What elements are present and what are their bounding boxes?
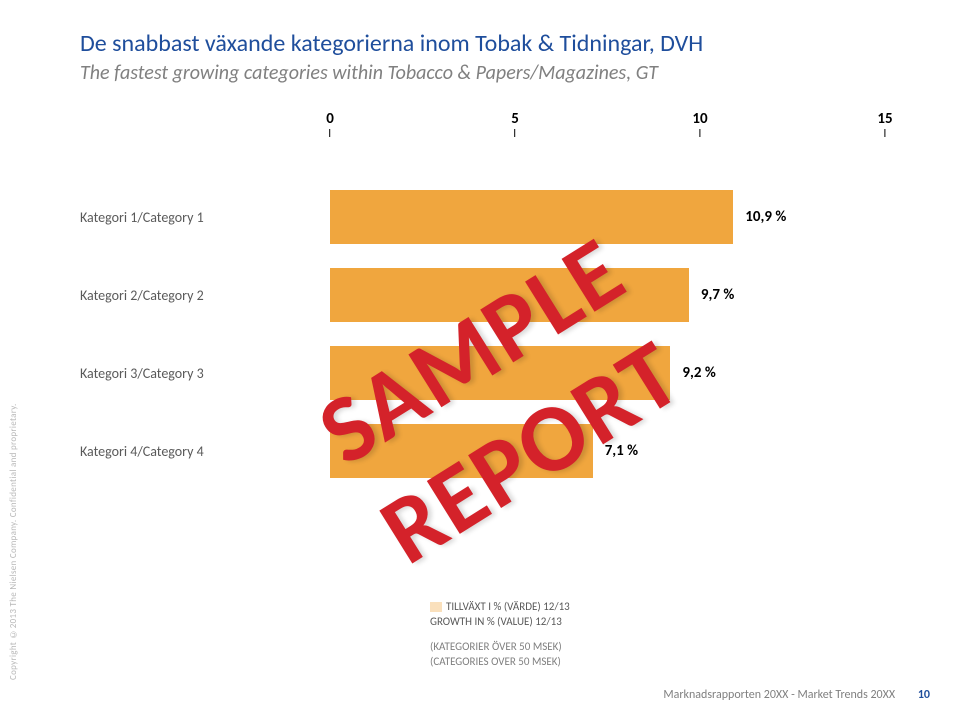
page-title: De snabbast växande kategorierna inom To… (80, 30, 930, 59)
legend: TILLVÄXT I % (VÄRDE) 12/13 GROWTH IN % (… (430, 600, 570, 669)
footer: Marknadsrapporten 20XX - Market Trends 2… (663, 688, 930, 702)
axis-tick: 0 (326, 110, 334, 137)
bar-row: Kategori 3/Category 3 9,2 % (80, 334, 910, 412)
bar-row: Kategori 1/Category 1 10,9 % (80, 178, 910, 256)
bar-fill (330, 268, 689, 322)
bar-fill (330, 190, 733, 244)
bar-track: 10,9 % (330, 190, 885, 244)
bar-value: 7,1 % (605, 442, 638, 460)
legend-swatch-icon (430, 602, 442, 612)
bar-value: 9,2 % (682, 364, 715, 382)
axis-tick: 15 (877, 110, 892, 137)
legend-line-4: (CATEGORIES OVER 50 MSEK) (430, 655, 570, 670)
bar-track: 7,1 % (330, 424, 885, 478)
legend-line-2: GROWTH IN % (VALUE) 12/13 (430, 615, 570, 630)
bar-track: 9,2 % (330, 346, 885, 400)
bar-row: Kategori 2/Category 2 9,7 % (80, 256, 910, 334)
bar-label: Kategori 3/Category 3 (80, 365, 330, 382)
bar-value: 10,9 % (745, 208, 786, 226)
bar-track: 9,7 % (330, 268, 885, 322)
bar-value: 9,7 % (701, 286, 734, 304)
legend-line-1: TILLVÄXT I % (VÄRDE) 12/13 (430, 600, 570, 615)
bars-container: Kategori 1/Category 1 10,9 % Kategori 2/Ca… (80, 178, 910, 490)
bar-label: Kategori 1/Category 1 (80, 209, 330, 226)
bar-fill (330, 346, 670, 400)
bar-label: Kategori 2/Category 2 (80, 287, 330, 304)
page-number: 10 (918, 688, 930, 702)
legend-line-3: (KATEGORIER ÖVER 50 MSEK) (430, 640, 570, 655)
bar-row: Kategori 4/Category 4 7,1 % (80, 412, 910, 490)
axis-tick: 10 (692, 110, 707, 137)
bar-label: Kategori 4/Category 4 (80, 443, 330, 460)
bar-chart: 051015 Kategori 1/Category 110,9 %Katego… (80, 110, 910, 490)
footer-text: Marknadsrapporten 20XX - Market Trends 2… (663, 688, 895, 702)
x-axis: 051015 (330, 110, 885, 138)
bar-fill (330, 424, 593, 478)
axis-tick: 5 (511, 110, 519, 137)
page-subtitle: The fastest growing categories within To… (80, 61, 930, 85)
copyright-text: Copyright ©2013 The Nielsen Company. Con… (8, 380, 22, 680)
header-block: De snabbast växande kategorierna inom To… (80, 30, 930, 85)
